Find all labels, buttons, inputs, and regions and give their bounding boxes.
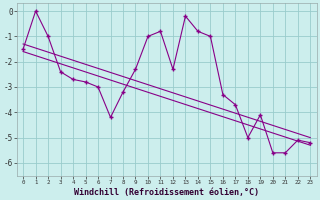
X-axis label: Windchill (Refroidissement éolien,°C): Windchill (Refroidissement éolien,°C): [74, 188, 259, 197]
